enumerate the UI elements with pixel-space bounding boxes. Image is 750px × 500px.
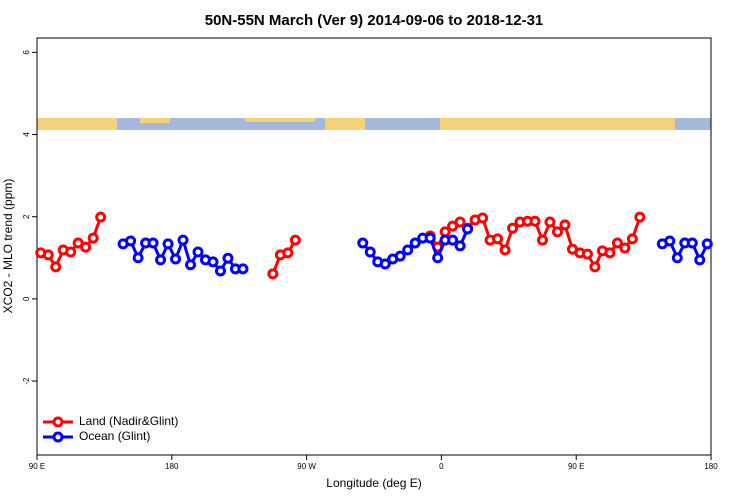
data-point — [80, 241, 92, 253]
x-tick-label: 180 — [704, 462, 718, 471]
data-point — [424, 232, 436, 244]
data-point — [177, 234, 189, 246]
data-point — [409, 237, 421, 249]
y-tick-label: 6 — [22, 50, 31, 55]
y-tick-label: 2 — [22, 214, 31, 219]
data-point — [267, 268, 279, 280]
data-point — [477, 212, 489, 224]
data-point — [432, 252, 444, 264]
data-point — [492, 233, 504, 245]
data-point — [626, 233, 638, 245]
x-tick-label: 90 W — [297, 462, 316, 471]
data-point — [604, 247, 616, 259]
data-point — [507, 222, 519, 234]
data-point — [50, 261, 62, 273]
data-point — [42, 249, 54, 261]
data-point — [394, 250, 406, 262]
data-point — [289, 234, 301, 246]
plot-frame — [36, 37, 712, 456]
y-tick-label: -2 — [22, 377, 31, 385]
land-band — [140, 118, 170, 123]
land-band — [245, 118, 315, 122]
data-point — [551, 226, 563, 238]
y-tick-label: 0 — [22, 296, 31, 301]
legend-label: Land (Nadir&Glint) — [79, 414, 178, 428]
data-point — [222, 252, 234, 264]
data-point — [364, 246, 376, 258]
data-point — [192, 246, 204, 258]
data-point — [537, 234, 548, 246]
data-point — [379, 258, 391, 270]
data-point — [87, 232, 99, 244]
data-point — [589, 261, 601, 273]
data-point — [185, 259, 197, 271]
legend-marker — [52, 431, 64, 443]
data-point — [95, 211, 107, 223]
legend-label: Ocean (Glint) — [79, 429, 150, 443]
data-point — [447, 234, 459, 246]
data-point — [611, 237, 623, 249]
chart-title: 50N-55N March (Ver 9) 2014-09-06 to 2018… — [205, 12, 544, 29]
x-tick-label: 0 — [439, 462, 444, 471]
data-point — [65, 246, 77, 258]
data-point — [664, 235, 676, 247]
data-point — [694, 254, 706, 266]
data-point — [237, 263, 249, 275]
data-point — [544, 216, 556, 228]
land-band — [37, 118, 117, 130]
data-point — [162, 238, 174, 250]
data-point — [132, 252, 144, 264]
data-point — [499, 244, 511, 256]
data-point — [462, 223, 474, 235]
y-axis-label: XCO2 - MLO trend (ppm) — [1, 179, 15, 314]
x-tick-label: 90 E — [29, 462, 45, 471]
data-point — [125, 235, 137, 247]
y-tick-label: 4 — [22, 132, 31, 137]
land-band — [440, 118, 675, 130]
data-point — [701, 238, 713, 250]
data-point — [170, 253, 182, 265]
data-point — [357, 237, 369, 249]
x-axis-label: Longitude (deg E) — [326, 476, 421, 490]
data-point — [634, 211, 646, 223]
x-tick-label: 90 E — [568, 462, 584, 471]
data-point — [454, 216, 466, 228]
land-band — [325, 118, 365, 130]
data-point — [402, 244, 414, 256]
data-point — [529, 215, 541, 227]
data-point — [559, 219, 571, 231]
data-point — [619, 242, 631, 254]
legend-marker — [52, 416, 64, 428]
data-point — [147, 237, 159, 249]
data-point — [671, 252, 683, 264]
data-point — [214, 265, 226, 277]
data-point — [155, 254, 167, 266]
land-ocean-band — [37, 118, 711, 130]
data-point — [454, 240, 466, 252]
data-point — [207, 256, 219, 268]
x-tick-label: 180 — [165, 462, 179, 471]
data-point — [282, 247, 294, 259]
data-point — [686, 237, 698, 249]
data-point — [581, 248, 593, 260]
